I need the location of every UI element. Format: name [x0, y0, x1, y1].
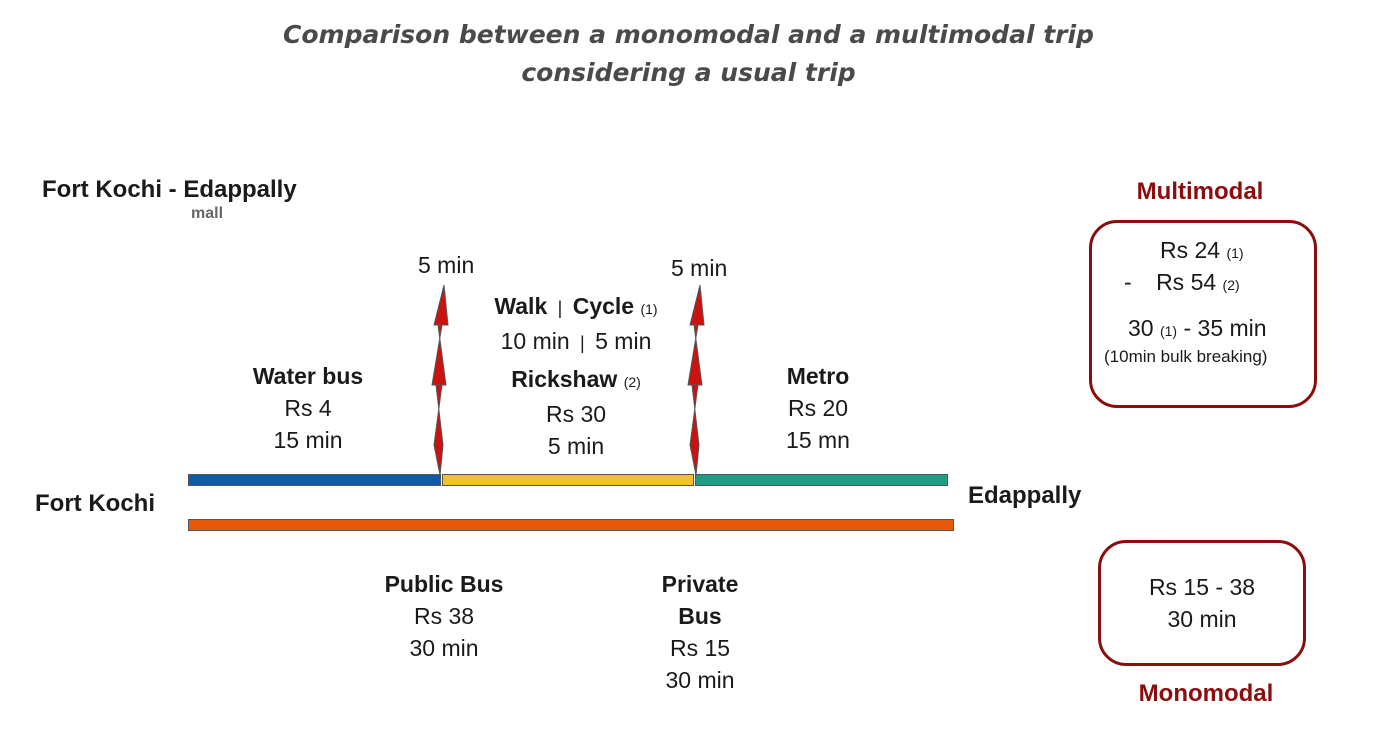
cycle-time: 5 min — [595, 328, 652, 354]
multimodal-summary-box: Rs 24 (1) - Rs 54 (2) 30 (1) - 35 min (1… — [1089, 220, 1317, 408]
separator: | — [580, 333, 585, 353]
segment-cost: Rs 4 — [284, 395, 332, 421]
walk-time: 10 min — [500, 328, 570, 354]
option-time: 30 min — [665, 667, 735, 693]
multimodal-cost-1: Rs 24 — [1160, 237, 1221, 263]
option-time: 30 min — [409, 635, 479, 661]
option-cost: Rs 38 — [413, 603, 475, 629]
option-mode-line-2: Bus — [678, 603, 722, 629]
range-dash: - — [1124, 269, 1132, 295]
bar-last-mile — [442, 474, 694, 486]
option-public-bus: Public Bus Rs 38 30 min — [358, 568, 530, 664]
bar-water-bus — [188, 474, 441, 486]
multimodal-label: Multimodal — [1136, 178, 1264, 205]
transfer-time-2: 5 min — [671, 255, 728, 281]
segment-mode-rickshaw: Rickshaw — [511, 366, 618, 392]
segment-cost: Rs 30 — [545, 401, 607, 427]
segment-mode: Water bus — [252, 363, 364, 389]
multimodal-extra-note: (10min bulk breaking) — [1104, 347, 1268, 366]
note-marker: (2) — [1222, 277, 1240, 293]
segment-time: 15 mn — [786, 427, 850, 453]
segment-last-mile: Walk | Cycle (1) 10 min | 5 min Rickshaw… — [456, 290, 696, 462]
note-marker: (1) — [1226, 245, 1244, 261]
origin-label: Fort Kochi — [35, 490, 155, 517]
separator: | — [557, 298, 563, 318]
bar-bus — [188, 519, 954, 531]
option-mode: Public Bus — [384, 571, 504, 597]
segment-mode: Metro — [786, 363, 850, 389]
transfer-bolt-icon-1 — [431, 285, 449, 476]
route-title: Fort Kochi - Edappally — [42, 176, 297, 203]
diagram-title-line-1: Comparison between a monomodal and a mul… — [283, 20, 1094, 49]
option-cost: Rs 15 — [669, 635, 731, 661]
option-mode-line-1: Private — [661, 571, 739, 597]
multimodal-cost-2: Rs 54 — [1156, 269, 1217, 295]
monomodal-label: Monomodal — [1138, 680, 1274, 707]
monomodal-time: 30 min — [1167, 606, 1237, 632]
segment-time: 15 min — [273, 427, 343, 453]
transfer-time-1: 5 min — [418, 252, 475, 278]
diagram-title-line-2: considering a usual trip — [521, 58, 856, 87]
segment-cost: Rs 20 — [787, 395, 849, 421]
segment-metro: Metro Rs 20 15 mn — [730, 360, 906, 456]
note-marker: (2) — [623, 374, 641, 390]
multimodal-time-min: 30 — [1128, 315, 1154, 341]
segment-mode-cycle: Cycle — [572, 293, 635, 319]
route-subtitle: mall — [191, 205, 224, 222]
bar-metro — [695, 474, 948, 486]
destination-label: Edappally — [968, 482, 1082, 509]
monomodal-cost: Rs 15 - 38 — [1148, 574, 1256, 600]
option-private-bus: Private Bus Rs 15 30 min — [630, 568, 770, 696]
note-marker: (1) — [640, 301, 658, 317]
segment-mode-walk: Walk — [494, 293, 548, 319]
note-marker: (1) — [1159, 323, 1178, 339]
segment-water-bus: Water bus Rs 4 15 min — [220, 360, 396, 456]
multimodal-time-max: - 35 min — [1183, 315, 1267, 341]
segment-time: 5 min — [547, 433, 605, 459]
monomodal-summary-box: Rs 15 - 38 30 min — [1098, 540, 1306, 666]
